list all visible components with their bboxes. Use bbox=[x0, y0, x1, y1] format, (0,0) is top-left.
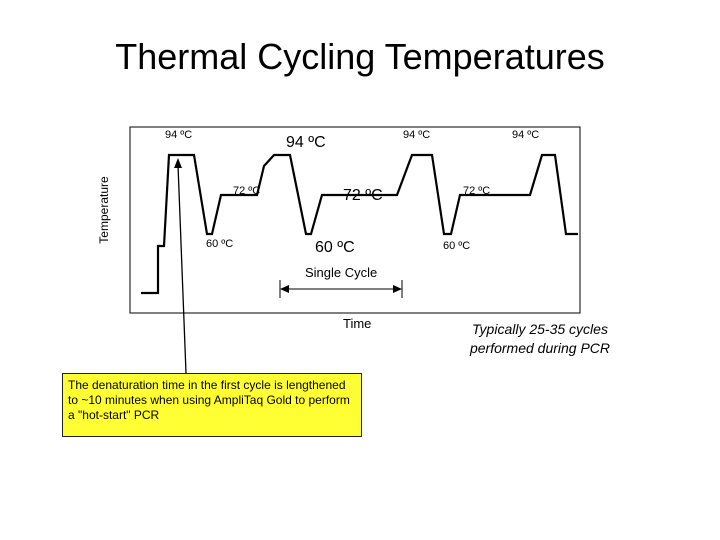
temp-label-60-third: 60 ºC bbox=[443, 240, 471, 252]
temp-label-94-cycle: 94 ºC bbox=[286, 134, 326, 151]
hot-start-callout: The denaturation time in the first cycle… bbox=[62, 373, 362, 437]
temp-label-60-first: 60 ºC bbox=[206, 238, 234, 250]
callout-pointer-arrowhead bbox=[174, 158, 182, 168]
x-axis-label: Time bbox=[343, 316, 372, 331]
y-axis-label: Temperature bbox=[97, 176, 111, 244]
arrowhead-left bbox=[280, 285, 289, 293]
plot-frame bbox=[129, 126, 581, 314]
temp-label-60-cycle: 60 ºC bbox=[315, 239, 355, 256]
single-cycle-label: Single Cycle bbox=[305, 265, 378, 280]
callout-pointer bbox=[177, 164, 187, 374]
page-title: Thermal Cycling Temperatures bbox=[115, 36, 605, 77]
temperature-profile-line bbox=[141, 153, 578, 295]
cycles-note: Typically 25-35 cycles performed during … bbox=[469, 321, 611, 356]
temp-label-94-first: 94 ºC bbox=[165, 129, 193, 141]
arrowhead-right bbox=[393, 285, 402, 293]
temp-label-94-third: 94 ºC bbox=[403, 129, 431, 141]
temp-label-72-first: 72 ºC bbox=[233, 185, 261, 197]
temp-label-72-third: 72 ºC bbox=[463, 185, 491, 197]
temp-label-94-fourth: 94 ºC bbox=[512, 129, 540, 141]
temp-label-72-cycle: 72 ºC bbox=[343, 187, 383, 204]
